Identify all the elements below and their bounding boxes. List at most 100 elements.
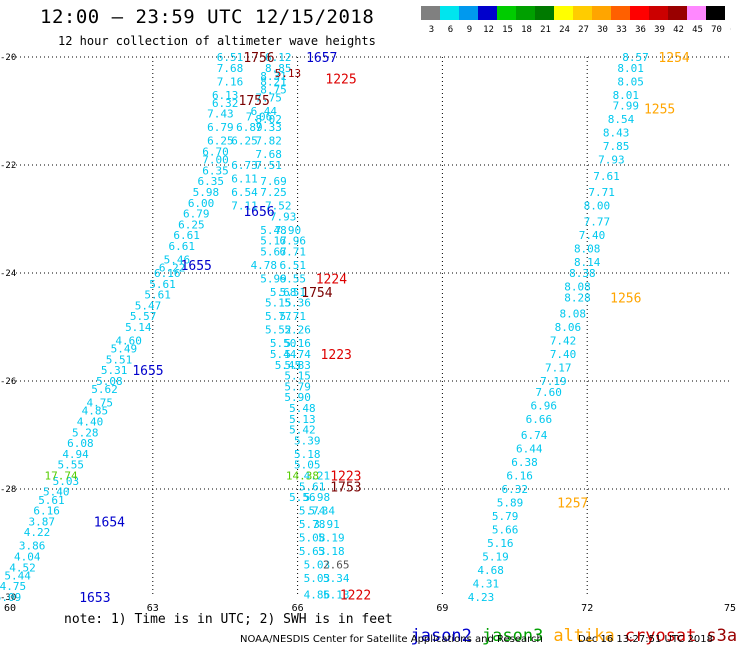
pass-time-label: 1255 (644, 102, 675, 117)
swh-data-point: 5.44 (270, 348, 297, 361)
swh-data-point: 8.08 (574, 243, 601, 256)
swh-data-point: 5.15 (265, 297, 292, 310)
swh-data-point: 8.01 (613, 89, 640, 102)
pass-time-label: 1223 (330, 470, 361, 485)
swh-data-point: 7.33 (255, 121, 282, 134)
swh-data-point: 5.26 (284, 324, 311, 337)
swh-data-point: 6.79 (183, 208, 210, 221)
swh-data-point: 14.38 (286, 470, 319, 483)
swh-data-point: 5.28 (72, 426, 99, 439)
y-tick-label: -24 (0, 269, 16, 279)
colorbar-swatch (687, 6, 706, 20)
swh-data-point: 5.74 (284, 348, 311, 361)
swh-data-point: 5.44 (4, 569, 31, 582)
swh-data-point: 8.08 (564, 281, 591, 294)
pass-time-label: 1654 (94, 515, 125, 530)
swh-data-point: 5.17 (260, 235, 287, 248)
swh-data-point: 5.05 (294, 459, 321, 472)
swh-data-point: 5.48 (289, 402, 316, 415)
swh-data-point: 5.49 (111, 343, 138, 356)
swh-data-point: 5.19 (482, 551, 509, 564)
legend-jason3: jason3 (481, 626, 544, 646)
swh-data-point: 6.08 (67, 437, 94, 450)
pass-time-label: 1755 (239, 94, 270, 109)
swh-data-point: 5.42 (289, 424, 316, 437)
swh-data-point: 8.01 (617, 62, 644, 75)
swh-data-point: 5.98 (193, 186, 220, 199)
colorbar-label: 12 (483, 25, 494, 35)
page-title: 12:00 — 23:59 UTC 12/15/2018 (40, 6, 375, 28)
swh-data-point: 6.16 (33, 505, 60, 518)
x-tick-label: 72 (581, 603, 593, 614)
swh-data-point: 4.86 (304, 588, 331, 601)
y-tick-label: -20 (0, 53, 16, 63)
colorbar-label: 36 (635, 25, 646, 35)
swh-data-point: 6.55 (280, 272, 307, 285)
swh-data-point: 5.13 (275, 67, 302, 80)
swh-data-point: 4.22 (24, 526, 51, 539)
swh-data-point: 6.22 (159, 262, 186, 275)
swh-data-point: 7.43 (207, 108, 234, 121)
swh-data-point: 6.13 (212, 89, 239, 102)
swh-data-point: 6.51 (217, 51, 244, 64)
swh-data-point: 5.03 (304, 572, 331, 585)
swh-data-point: 5.67 (260, 245, 287, 258)
colorbar-swatch (668, 6, 687, 20)
swh-data-point: 8.28 (564, 291, 591, 304)
swh-data-point: 5.47 (135, 299, 162, 312)
colorbar-swatch (706, 6, 725, 20)
swh-data-point: 5.61 (149, 278, 176, 291)
swh-data-point: 7.19 (540, 375, 567, 388)
pass-time-label: 1257 (557, 497, 588, 512)
swh-data-point: 6.61 (169, 240, 196, 253)
swh-data-point: 8.38 (569, 267, 596, 280)
swh-data-point: 7.90 (275, 224, 302, 237)
colorbar-swatch (573, 6, 592, 20)
swh-data-point: 6.71 (280, 245, 307, 258)
swh-data-point: 5.78 (299, 518, 326, 531)
swh-data-point: 5.31 (101, 364, 128, 377)
swh-data-point: 5.57 (130, 310, 157, 323)
swh-data-point: 8.31 (260, 70, 287, 83)
y-tick-label: -30 (0, 593, 16, 603)
swh-data-point: 5.61 (38, 494, 65, 507)
swh-data-point: 5.40 (43, 486, 70, 499)
swh-data-point: 5.18 (294, 448, 321, 461)
swh-data-point: 8.85 (265, 62, 292, 75)
colorbar-swatch (516, 6, 535, 20)
swh-data-point: 5.46 (164, 254, 191, 267)
satellite-legend: jason2 jason3 altika cryosat s3a (390, 606, 740, 646)
swh-data-point: 5.61 (144, 289, 171, 302)
generated-timestamp: Dec 16 13:27:51 UTC 2018 (578, 634, 713, 645)
swh-data-point: 7.93 (598, 154, 625, 167)
swh-data-point: 5.15 (284, 370, 311, 383)
swh-data-point: 5.63 (299, 545, 326, 558)
pass-time-label: 1254 (658, 51, 689, 66)
swh-data-point: 6.96 (280, 235, 307, 248)
swh-data-point: 5.89 (497, 497, 524, 510)
pass-time-label: 1223 (321, 348, 352, 363)
swh-data-point: 5.68 (270, 286, 297, 299)
swh-data-point: 5.39 (294, 434, 321, 447)
credit-text: NOAA/NESDIS Center for Satellite Applica… (240, 634, 543, 645)
colorbar-swatch (478, 6, 497, 20)
swh-data-point: 5.08 (299, 532, 326, 545)
x-tick-label: 75 (724, 603, 736, 614)
swh-data-point: 6.35 (202, 164, 229, 177)
colorbar-swatch (630, 6, 649, 20)
swh-data-point: 4.52 (9, 561, 36, 574)
swh-data-point: 5.13 (289, 413, 316, 426)
colorbar-label: 6 (448, 25, 453, 35)
swh-data-point: 5.09 (0, 591, 21, 604)
swh-data-point: 7.85 (603, 140, 630, 153)
swh-data-point: 6.25 (178, 218, 205, 231)
swh-data-point: 7.82 (255, 135, 282, 148)
swh-data-point: 8.54 (608, 113, 635, 126)
swh-data-point: 5.34 (323, 572, 350, 585)
colorbar-label: 24 (559, 25, 570, 35)
swh-data-point: 6.44 (516, 443, 543, 456)
swh-data-point: 3.87 (29, 515, 56, 528)
swh-data-point: 7.75 (255, 92, 282, 105)
swh-data-point: 6.66 (526, 413, 553, 426)
